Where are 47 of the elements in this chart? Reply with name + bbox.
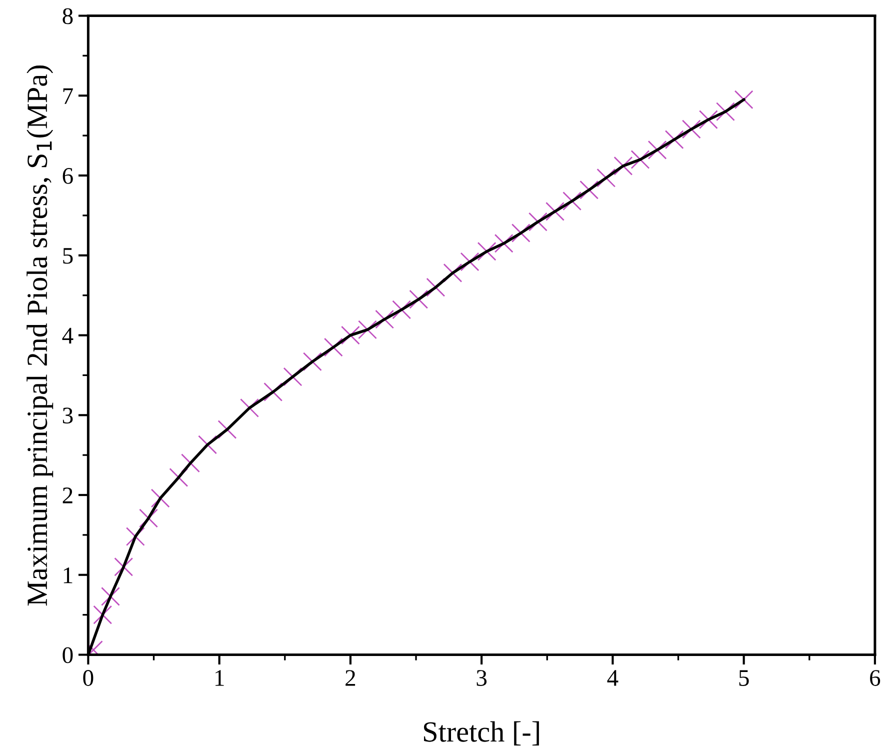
x-axis-title: Stretch [-] [424,721,539,746]
point [562,192,582,211]
y-tick-label: 6 [62,168,73,184]
y-tick-label: 8 [62,8,73,24]
point [682,120,701,139]
y-tick-label: 7 [63,88,73,104]
point [358,320,377,340]
point [409,290,428,309]
y-tick-label: 0 [62,647,73,664]
y-tick-label: 4 [62,328,74,344]
point [528,212,548,232]
point [139,508,158,528]
y-axis-title: Maximum principal 2nd Piola stress, S$_{1}$(MPa) [26,66,54,606]
x-tick-label: 2 [346,670,356,686]
y-tick-label: 1 [64,567,72,584]
point [93,605,112,624]
point [460,252,480,272]
point [392,300,412,320]
point [664,130,684,150]
point [126,527,145,546]
y-tick-label: 3 [62,408,73,424]
point [477,242,496,261]
x-tick-label: 4 [607,670,618,686]
point [511,224,530,242]
point [596,168,616,188]
x-tick-label: 5 [739,670,749,686]
point [375,310,394,329]
point [716,102,735,122]
point [630,150,650,170]
y-tick-label: 5 [63,248,73,264]
point [340,326,360,345]
point [101,586,120,606]
point [734,90,754,110]
x-tick-label: 1 [216,670,224,686]
point [698,110,718,130]
point [324,338,343,357]
x-tick-label: 0 [83,670,94,686]
x-tick-label: 6 [870,670,880,686]
point [580,180,599,200]
point [648,140,667,160]
y-tick-label: 2 [62,488,72,504]
point [494,234,514,253]
point [614,156,633,176]
point [114,557,134,576]
point [264,382,283,402]
point [546,202,564,221]
x-tick-label: 3 [476,670,487,686]
